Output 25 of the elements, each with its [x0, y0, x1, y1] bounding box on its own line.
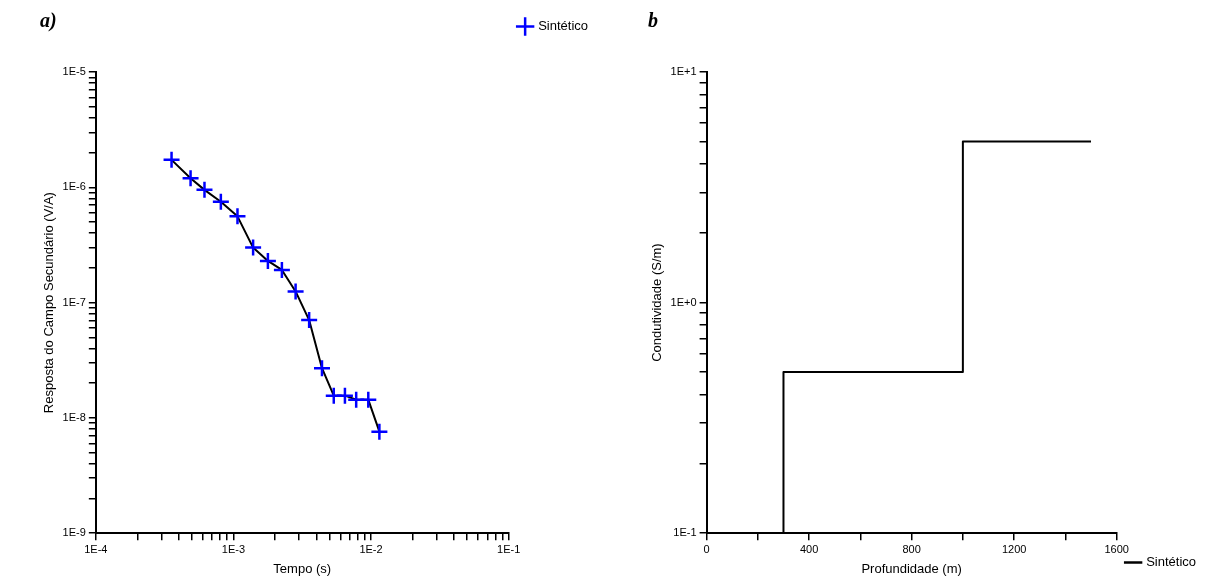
x-tick-label: 800: [902, 542, 921, 555]
chart-title: b: [648, 9, 658, 32]
y-tick-label: 1E-5: [62, 65, 86, 78]
x-tick-label: 1600: [1104, 542, 1129, 555]
x-tick-label: 0: [703, 542, 710, 555]
x-tick-label: 1200: [1001, 542, 1027, 555]
y-axis-title: Resposta do Campo Secundário (V/A): [41, 192, 57, 414]
legend-label: Sintético: [1146, 554, 1197, 570]
y-tick-label: 1E-6: [62, 180, 86, 193]
x-axis-title: Profundidade (m): [861, 560, 962, 576]
y-tick-label: 1E-9: [62, 526, 86, 539]
x-tick-label: 1E-3: [221, 542, 246, 555]
y-axis-title: Condutividade (S/m): [649, 243, 665, 362]
legend-label: Sintético: [538, 18, 589, 34]
y-tick-label: 1E-8: [62, 410, 86, 423]
chart-title: a): [40, 9, 57, 33]
y-tick-label: 1E+0: [670, 295, 697, 308]
x-tick-label: 1E-1: [497, 542, 521, 555]
x-tick-label: 1E-2: [359, 542, 383, 555]
y-tick-label: 1E-7: [62, 295, 86, 308]
x-tick-label: 1E-4: [84, 542, 108, 555]
x-tick-label: 400: [799, 542, 819, 555]
x-axis-title: Tempo (s): [273, 560, 332, 576]
y-tick-label: 1E+1: [670, 65, 697, 78]
y-tick-label: 1E-1: [673, 526, 697, 539]
